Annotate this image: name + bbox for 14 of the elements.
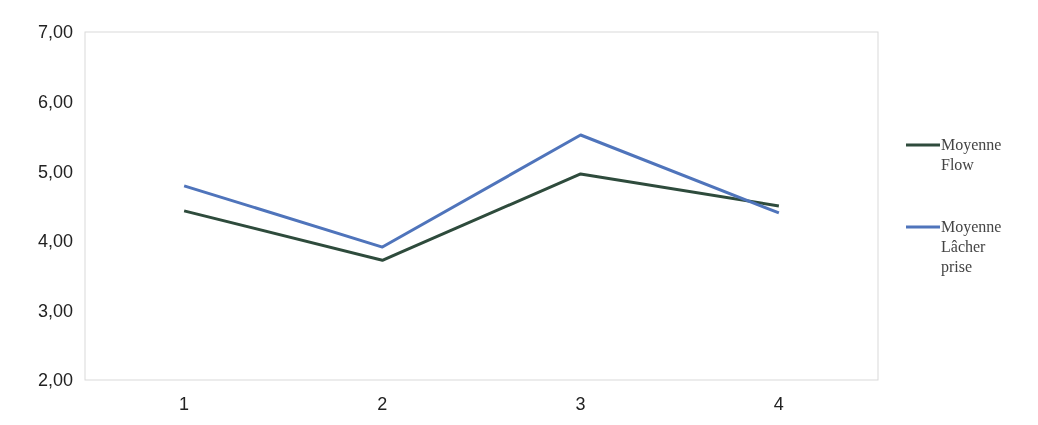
y-tick-label: 6,00 xyxy=(37,91,73,112)
x-tick-label: 1 xyxy=(179,394,190,414)
x-tick-label: 3 xyxy=(575,394,586,414)
y-tick-label: 5,00 xyxy=(37,161,73,182)
line-series xyxy=(182,172,781,262)
x-tick-label: 2 xyxy=(377,394,388,414)
y-tick-label: 7,00 xyxy=(37,22,73,43)
y-tick-label: 2,00 xyxy=(37,370,73,391)
y-tick-label: 3,00 xyxy=(37,300,73,321)
line-series xyxy=(182,133,781,249)
y-tick-label: 4,00 xyxy=(37,231,73,252)
x-tick-label: 4 xyxy=(773,394,784,414)
legend-label: Moyenne Lâcher prise xyxy=(941,218,1002,276)
legend-label: Moyenne Flow xyxy=(941,136,1002,173)
